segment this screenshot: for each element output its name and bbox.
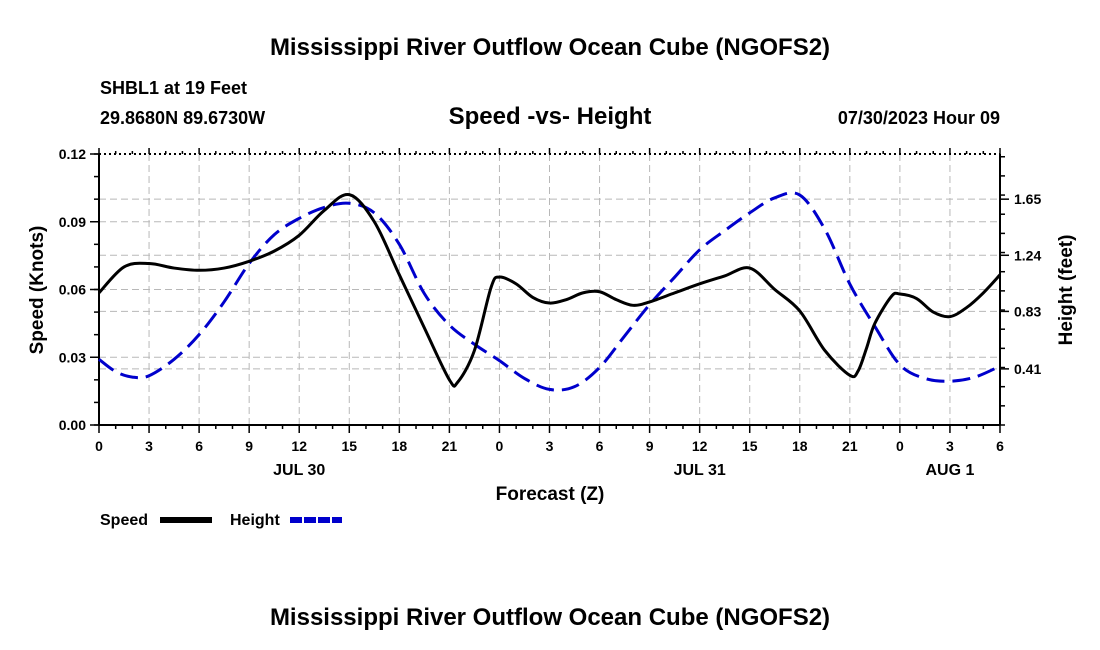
x-tick-label: 3	[546, 438, 554, 454]
x-tick-label: 3	[145, 438, 153, 454]
legend-height-label: Height	[230, 512, 280, 529]
y-tick-label: 0.03	[59, 349, 86, 365]
x-tick-label: 0	[496, 438, 504, 454]
y2-tick-label: 1.24	[1014, 247, 1041, 263]
location-label: 29.8680N 89.6730W	[100, 108, 265, 128]
date-label: JUL 30	[273, 462, 325, 479]
timestamp-label: 07/30/2023 Hour 09	[838, 108, 1000, 128]
y2-tick-label: 0.83	[1014, 303, 1041, 319]
x-axis-title: Forecast (Z)	[496, 484, 605, 505]
station-label: SHBL1 at 19 Feet	[100, 78, 247, 98]
y-tick-label: 0.06	[59, 282, 86, 298]
y2-tick-label: 0.41	[1014, 361, 1041, 377]
date-label: AUG 1	[925, 462, 974, 479]
x-tick-label: 9	[245, 438, 253, 454]
x-tick-label: 21	[842, 438, 858, 454]
x-tick-label: 18	[792, 438, 808, 454]
y2-axis-title: Height (feet)	[1056, 235, 1077, 346]
legend: Speed Height	[100, 512, 342, 529]
chart-subtitle: Speed -vs- Height	[449, 103, 652, 130]
x-tick-label: 6	[596, 438, 604, 454]
x-tick-label: 9	[646, 438, 654, 454]
x-tick-label: 6	[996, 438, 1004, 454]
x-tick-label: 3	[946, 438, 954, 454]
y-axis-title: Speed (Knots)	[27, 226, 48, 355]
grid-lines	[99, 154, 1000, 425]
x-tick-label: 15	[341, 438, 357, 454]
x-tick-label: 15	[742, 438, 758, 454]
y-tick-label: 0.00	[59, 417, 86, 433]
x-tick-label: 12	[291, 438, 307, 454]
date-label: JUL 31	[674, 462, 726, 479]
x-tick-label: 6	[195, 438, 203, 454]
x-tick-label: 18	[392, 438, 408, 454]
x-tick-label: 0	[95, 438, 103, 454]
footer-title: Mississippi River Outflow Ocean Cube (NG…	[270, 604, 830, 631]
speed-series-line	[97, 193, 1002, 388]
x-tick-label: 12	[692, 438, 708, 454]
height-series-line	[98, 191, 1001, 392]
chart-title: Mississippi River Outflow Ocean Cube (NG…	[270, 34, 830, 61]
x-tick-label: 0	[896, 438, 904, 454]
axes: 0 3 6 9 12 15 18 21 0 3 6 9 12 15 18 21 0 3 6 JUL 30 JUL 31 A…	[59, 146, 1042, 479]
y-tick-label: 0.12	[59, 146, 86, 162]
y-tick-label: 0.09	[59, 214, 86, 230]
x-tick-label: 21	[442, 438, 458, 454]
legend-speed-label: Speed	[100, 512, 148, 529]
y2-tick-label: 1.65	[1014, 191, 1041, 207]
series-lines	[97, 191, 1002, 392]
